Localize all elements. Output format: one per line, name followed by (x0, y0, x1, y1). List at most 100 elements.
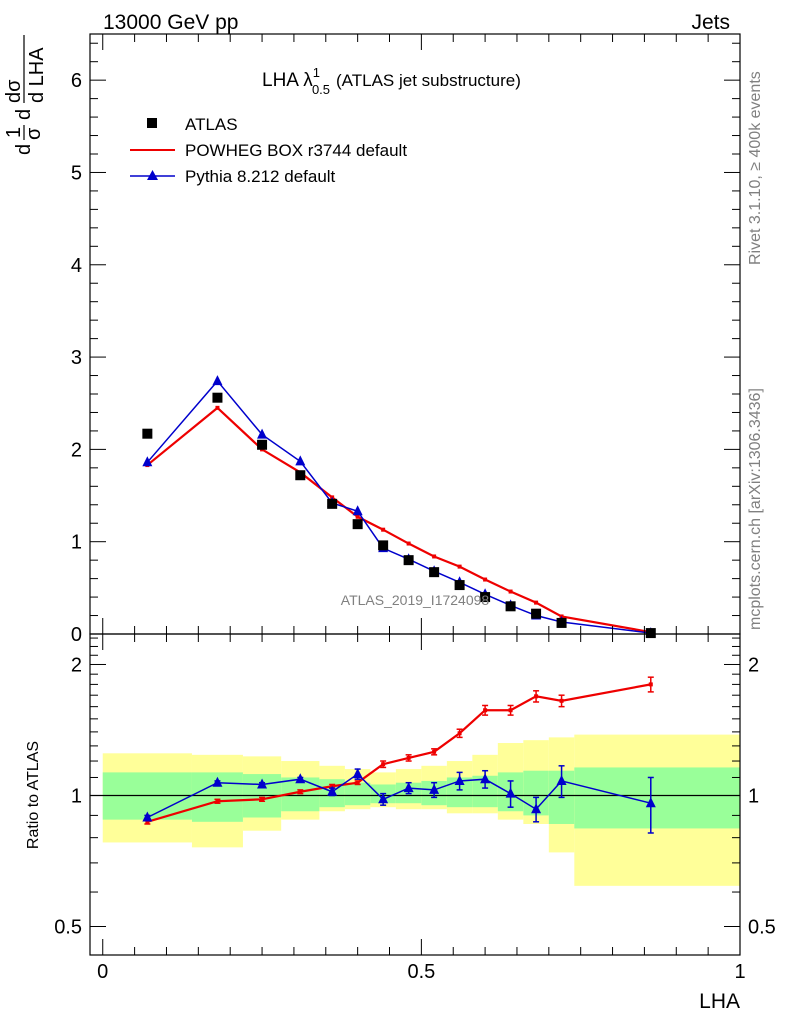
ratio-plot-frame (89, 633, 741, 956)
powheg-ratio-point (406, 755, 411, 760)
powheg-ratio-point (260, 797, 265, 802)
ratio-xtick-label: 0.5 (407, 961, 435, 983)
mcplots-reference-label: mcplots.cern.ch [arXiv:1306.3436] (747, 388, 764, 630)
ratio-ytick-label-left: 2 (71, 654, 82, 676)
pythia-ratio-point (505, 787, 516, 798)
powheg-point (508, 589, 513, 594)
pythia-point (257, 428, 268, 439)
atlas-point (212, 392, 223, 403)
pythia-ratio-point (403, 782, 414, 793)
powheg-point (215, 405, 220, 410)
powheg-point (355, 514, 360, 519)
pythia-ratio-point (352, 768, 363, 779)
pythia-ratio-point (295, 773, 306, 784)
x-axis-label: LHA (699, 990, 740, 1013)
atlas-point (454, 580, 465, 591)
ratio-plot-marks (142, 676, 656, 834)
powheg-ratio-point (534, 694, 539, 699)
ratio-ytick-label-right: 0.5 (748, 916, 776, 938)
atlas-point (480, 592, 491, 603)
atlas-point (403, 555, 414, 566)
pythia-point (295, 455, 306, 466)
atlas-point (531, 608, 542, 619)
main-plot-axes: 0 1 2 3 4 5 6 (71, 33, 741, 646)
ratio-ytick-label-left: 1 (71, 785, 82, 807)
pythia-ratio-point (531, 803, 542, 814)
powheg-ratio-point (559, 698, 564, 703)
main-ytick-label: 4 (71, 255, 82, 277)
main-ytick-label: 2 (71, 439, 82, 461)
main-ytick-label: 5 (71, 162, 82, 184)
powheg-point (406, 541, 411, 546)
atlas-point (505, 601, 516, 612)
y-axis-label: d 1 σ d dσ d LHA (3, 35, 48, 155)
ylabel-dLHA: d LHA (26, 47, 48, 103)
atlas-point (378, 540, 389, 551)
powheg-ratio-point (648, 682, 653, 687)
pythia-ratio-point (212, 776, 223, 787)
legend-label-powheg: POWHEG BOX r3744 default (185, 141, 407, 160)
ylabel-d: d (13, 144, 35, 155)
ratio-ytick-label-right: 2 (748, 654, 759, 676)
powheg-ratio-point (508, 708, 513, 713)
header-energy-label: 13000 GeV pp (103, 11, 238, 34)
legend-label-pythia: Pythia 8.212 default (185, 167, 336, 186)
atlas-point (645, 628, 656, 639)
legend-marker-pythia (147, 170, 158, 180)
atlas-point (556, 617, 567, 628)
legend: ATLAS POWHEG BOX r3744 default Pythia 8.… (130, 115, 407, 186)
band-green-bin (344, 782, 371, 806)
atlas-point (295, 470, 306, 481)
powheg-ratio-point (432, 749, 437, 754)
ratio-xtick-label: 1 (734, 961, 745, 983)
powheg-ratio-point (355, 780, 360, 785)
pythia-point (352, 505, 363, 516)
atlas-point (257, 439, 268, 450)
ratio-xtick-label: 0 (97, 961, 108, 983)
main-ytick-label: 1 (71, 532, 82, 554)
powheg-ratio-point (483, 708, 488, 713)
atlas-point (327, 498, 338, 509)
pythia-point (212, 375, 223, 386)
ratio-plot-axes: 0.5 0.5 1 1 2 2 0 0.5 1 (54, 633, 776, 983)
pythia-point (142, 456, 153, 467)
ratio-ytick-label-left: 0.5 (54, 916, 82, 938)
pythia-ratio-point (142, 811, 153, 822)
rivet-version-label: Rivet 3.1.10, ≥ 400k events (747, 71, 764, 265)
main-plot-marks (142, 375, 656, 639)
powheg-point (534, 600, 539, 605)
powheg-point (432, 554, 437, 559)
pythia-ratio-point (480, 773, 491, 784)
ratio-uncertainty-bands (90, 734, 740, 886)
ylabel-dsigma: dσ (3, 79, 25, 103)
legend-label-atlas: ATLAS (185, 115, 238, 134)
powheg-point (457, 564, 462, 569)
powheg-ratio-point (215, 799, 220, 804)
powheg-ratio-point (457, 731, 462, 736)
powheg-point (483, 577, 488, 582)
pythia-ratio-point (429, 783, 440, 794)
ratio-y-axis-label: Ratio to ATLAS (25, 741, 42, 849)
pythia-ratio-point (257, 778, 268, 789)
powheg-ratio-point (145, 819, 150, 824)
atlas-point (352, 519, 363, 530)
atlas-point (429, 567, 440, 578)
powheg-ratio-point (381, 762, 386, 767)
ratio-ytick-label-right: 1 (748, 785, 759, 807)
pythia-ratio-point (454, 774, 465, 785)
pythia-ratio-point (645, 797, 656, 808)
powheg-point (381, 527, 386, 532)
plot-title: LHA λ1 0.5 (ATLAS jet substructure) (262, 65, 521, 97)
main-ytick-label: 3 (71, 347, 82, 369)
pythia-ratio-point (556, 774, 567, 785)
analysis-watermark: ATLAS_2019_I1724098 (341, 592, 490, 608)
legend-marker-atlas (147, 118, 157, 128)
main-ytick-label: 6 (71, 70, 82, 92)
atlas-point (142, 428, 153, 439)
ylabel-d2: d (13, 109, 35, 120)
powheg-ratio-point (298, 789, 303, 794)
pythia-ratio-point (327, 785, 338, 796)
band-green-bin (574, 767, 740, 829)
main-ytick-label: 0 (71, 624, 82, 646)
